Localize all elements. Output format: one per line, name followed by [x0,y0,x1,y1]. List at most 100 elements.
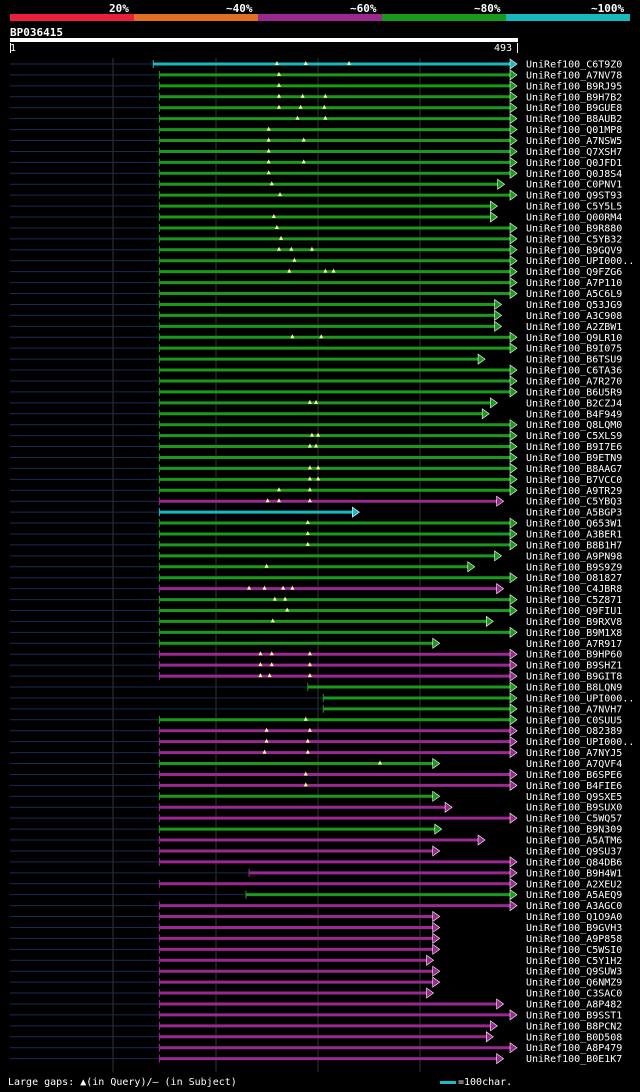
hit-label[interactable]: UniRef100_C5Z871 [526,595,622,606]
hit-label[interactable]: UniRef100_B2CZJ4 [526,398,622,409]
hit-label[interactable]: UniRef100_A7R917 [526,639,622,650]
hit-label[interactable]: UniRef100_B6SPE6 [526,770,622,781]
hit-label[interactable]: UniRef100_Q9SU37 [526,846,622,857]
hit-label[interactable]: UniRef100_A2ZBW1 [526,322,622,333]
legend-label-2: ~40% [226,2,253,15]
hit-label[interactable]: UniRef100_B4FIE6 [526,781,622,792]
hit-label[interactable]: UniRef100_Q9LR10 [526,333,622,344]
hit-label[interactable]: UniRef100_A2XEU2 [526,879,622,890]
hit-label[interactable]: UniRef100_UPI000.. [526,693,634,704]
hit-label[interactable]: UniRef100_Q653W1 [526,519,622,530]
hit-label[interactable]: UniRef100_C6TA36 [526,366,622,377]
hit-label[interactable]: UniRef100_B9SUX0 [526,803,622,814]
hit-label[interactable]: UniRef100_B9RJ95 [526,81,622,92]
hit-label[interactable]: UniRef100_B9H4W1 [526,868,622,879]
hit-label[interactable]: UniRef100_Q00RM4 [526,213,622,224]
hit-label[interactable]: UniRef100_C6T9Z0 [526,60,622,71]
hit-label[interactable]: UniRef100_B9HP60 [526,650,622,661]
hit-label[interactable]: UniRef100_B8B1H7 [526,540,622,551]
hit-label[interactable]: UniRef100_Q9SUW3 [526,967,622,978]
hit-label[interactable]: UniRef100_Q9FZG6 [526,267,622,278]
hit-label[interactable]: UniRef100_B9N309 [526,825,622,836]
hit-label[interactable]: UniRef100_B9GQV9 [526,245,622,256]
hit-label[interactable]: UniRef100_O81827 [526,573,622,584]
hit-label[interactable]: UniRef100_Q9ST93 [526,191,622,202]
hit-label[interactable]: UniRef100_C4JBR8 [526,584,622,595]
hit-label[interactable]: UniRef100_A8P482 [526,999,622,1010]
gap-marker [298,104,303,109]
hit-label[interactable]: UniRef100_B8LQN9 [526,683,622,694]
hit-label[interactable]: UniRef100_B0D508 [526,1032,622,1043]
hit-arrowhead [509,1042,518,1054]
hit-label[interactable]: UniRef100_C5WSI0 [526,945,622,956]
hit-label[interactable]: UniRef100_C5YB32 [526,234,622,245]
hit-label[interactable]: UniRef100_A9TR29 [526,486,622,497]
hit-label[interactable]: UniRef100_Q0J8S4 [526,169,622,180]
hit-label[interactable]: UniRef100_B6U5R9 [526,387,622,398]
hit-label[interactable]: UniRef100_A3AGC0 [526,901,622,912]
legend-swatch-3 [258,14,382,21]
hit-label[interactable]: UniRef100_B9GIT8 [526,672,622,683]
hit-label[interactable]: UniRef100_B9R880 [526,223,622,234]
hit-label[interactable]: UniRef100_B8PCN2 [526,1021,622,1032]
hit-label[interactable]: UniRef100_B9RXV8 [526,617,622,628]
hit-label[interactable]: UniRef100_B9ETN9 [526,453,622,464]
hit-label[interactable]: UniRef100_C5YBQ3 [526,497,622,508]
hit-label[interactable]: UniRef100_A5AEQ9 [526,890,622,901]
hit-label[interactable]: UniRef100_A8P479 [526,1043,622,1054]
hit-label[interactable]: UniRef100_Q8LQM0 [526,420,622,431]
hit-label[interactable]: UniRef100_C5Y1H2 [526,956,622,967]
hit-label[interactable]: UniRef100_Q9FIU1 [526,606,622,617]
hit-label[interactable]: UniRef100_B9H7B2 [526,92,622,103]
hit-label[interactable]: UniRef100_A7NVH7 [526,704,622,715]
hit-arrowhead [509,572,518,584]
hit-label[interactable]: UniRef100_A7R270 [526,376,622,387]
hit-label[interactable]: UniRef100_B4F949 [526,409,622,420]
hit-label[interactable]: UniRef100_B9SST1 [526,1010,622,1021]
hit-label[interactable]: UniRef100_B7VCC0 [526,475,622,486]
hit-label[interactable]: UniRef100_B9SHZ1 [526,661,622,672]
hit-label[interactable]: UniRef100_A9PN98 [526,551,622,562]
hit-label[interactable]: UniRef100_A3BER1 [526,529,622,540]
hit-label[interactable]: UniRef100_A5BGP3 [526,508,622,519]
hit-label[interactable]: UniRef100_B9GVH3 [526,923,622,934]
hit-label[interactable]: UniRef100_Q7XSH7 [526,147,622,158]
hit-label[interactable]: UniRef100_C0PNV1 [526,180,622,191]
hit-arrowhead [496,583,505,595]
hit-label[interactable]: UniRef100_A7NSW5 [526,136,622,147]
hit-label[interactable]: UniRef100_C3SAC0 [526,989,622,1000]
legend-swatch-4 [382,14,506,21]
hit-label[interactable]: UniRef100_Q9SXE5 [526,792,622,803]
hit-label[interactable]: UniRef100_Q53JG9 [526,300,622,311]
hit-label[interactable]: UniRef100_B9I075 [526,344,622,355]
hit-label[interactable]: UniRef100_B9GUE8 [526,103,622,114]
gap-marker [267,673,272,678]
hit-label[interactable]: UniRef100_UPI000.. [526,737,634,748]
hit-label[interactable]: UniRef100_B9I7E6 [526,442,622,453]
hit-label[interactable]: UniRef100_A5C6L9 [526,289,622,300]
hit-label[interactable]: UniRef100_A7P110 [526,278,622,289]
hit-label[interactable]: UniRef100_A9P858 [526,934,622,945]
hit-label[interactable]: UniRef100_A7NV78 [526,70,622,81]
hit-label[interactable]: UniRef100_B0E1K7 [526,1054,622,1065]
hit-label[interactable]: UniRef100_UPI000.. [526,256,634,267]
hit-label[interactable]: UniRef100_B6TSU9 [526,355,622,366]
hit-label[interactable]: UniRef100_C5WQ57 [526,814,622,825]
hit-label[interactable]: UniRef100_A7NYJ5 [526,748,622,759]
hit-label[interactable]: UniRef100_Q01MP8 [526,125,622,136]
hit-label[interactable]: UniRef100_Q1O9A0 [526,912,622,923]
hit-label[interactable]: UniRef100_B9S9Z9 [526,562,622,573]
hit-label[interactable]: UniRef100_Q6NMZ9 [526,978,622,989]
hit-label[interactable]: UniRef100_Q84DB6 [526,857,622,868]
hit-label[interactable]: UniRef100_A3C908 [526,311,622,322]
hit-label[interactable]: UniRef100_B8AAG7 [526,464,622,475]
hit-label[interactable]: UniRef100_C5XLS9 [526,431,622,442]
hit-label[interactable]: UniRef100_C0SUU5 [526,715,622,726]
hit-label[interactable]: UniRef100_A7QVF4 [526,759,622,770]
hit-label[interactable]: UniRef100_O82389 [526,726,622,737]
hit-label[interactable]: UniRef100_Q0JFD1 [526,158,622,169]
hit-label[interactable]: UniRef100_B8AUB2 [526,114,622,125]
hit-label[interactable]: UniRef100_B9M1X8 [526,628,622,639]
hit-label[interactable]: UniRef100_A5ATM6 [526,836,622,847]
hit-label[interactable]: UniRef100_C5Y5L5 [526,202,622,213]
